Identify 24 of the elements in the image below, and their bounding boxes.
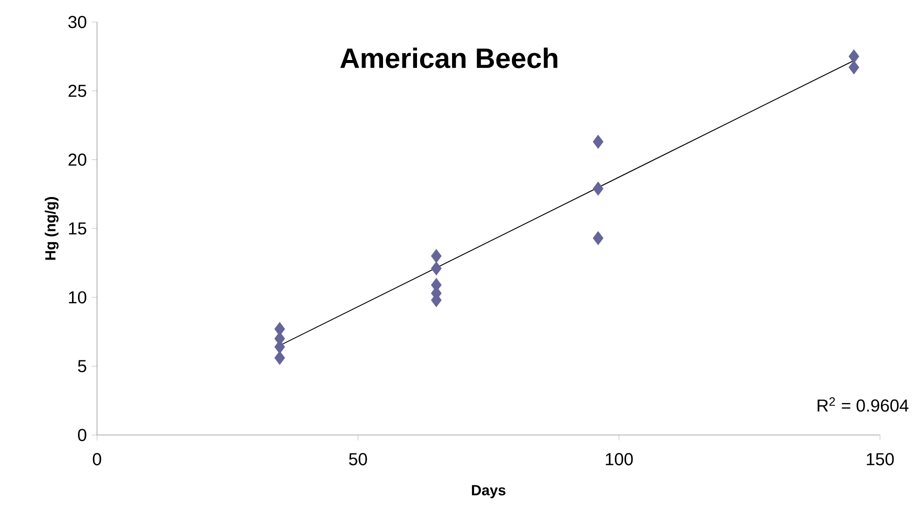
x-tick-label: 0: [92, 453, 102, 466]
point: [848, 60, 860, 74]
y-tick-label: 30: [68, 16, 86, 28]
point: [274, 350, 285, 365]
y-tick-label: 5: [78, 360, 86, 372]
y-tick-label: 20: [68, 154, 86, 166]
point: [592, 182, 604, 196]
annotation: R$^{2}$ = 0.9604: [818, 397, 908, 412]
x-tick-label: 100: [606, 453, 633, 466]
y-axis-title: Hg (ng/g): [44, 197, 59, 260]
point: [431, 261, 442, 276]
text: American Beech: [340, 48, 558, 68]
point: [848, 49, 860, 64]
point: [274, 322, 285, 336]
y-tick-label: 15: [69, 222, 86, 235]
x-tick-label: 50: [349, 453, 367, 466]
point: [592, 134, 604, 149]
y-tick-label: 0: [78, 428, 86, 442]
x-axis-title: Days: [472, 485, 506, 498]
point: [431, 249, 442, 263]
point: [592, 231, 604, 246]
x-tick-label: 150: [866, 453, 894, 466]
y-tick-label: 25: [68, 84, 86, 97]
y-tick-label: 10: [69, 291, 86, 304]
